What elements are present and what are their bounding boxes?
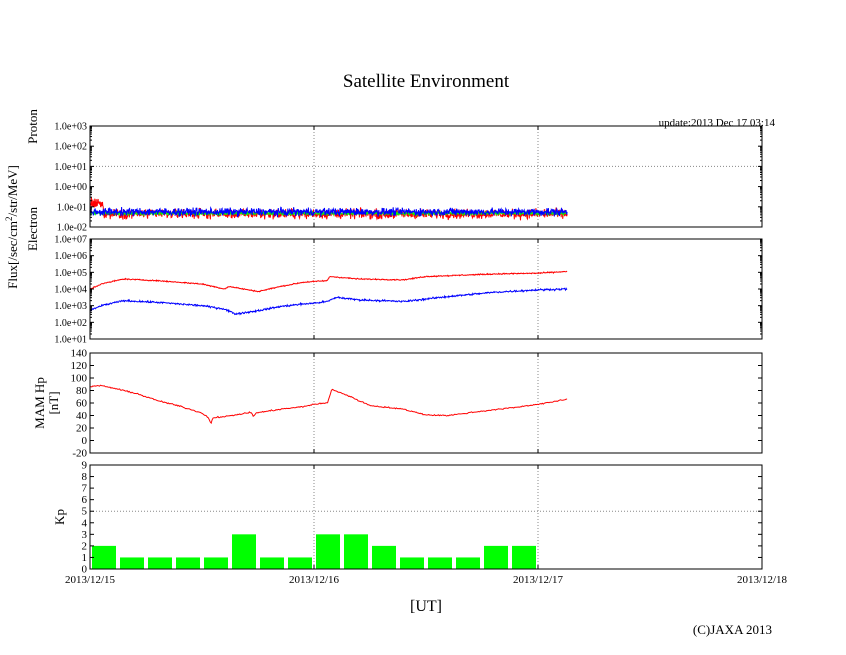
panel-electron: 1.0e+07 1.0e+06 1.0e+05 1.0e+04 1.0e+03 1.0e+…: [25, 206, 763, 346]
kp-bar-0: [92, 545, 116, 569]
y-tick-label: -20: [72, 448, 87, 460]
kp-bar-10: [372, 545, 396, 569]
kp-bar-13: [456, 557, 480, 569]
y-tick-label: 60: [76, 398, 88, 410]
panel-proton: 1.0e+03 1.0e+02 1.0e+01 1.0e+00 1.0e-01 1.0e-…: [25, 109, 763, 234]
y-tick-label: 0: [82, 564, 88, 576]
x-tick-label: 2013/12/18: [737, 574, 788, 586]
y-tick-label: 6: [82, 494, 88, 506]
y-tick-label: 120: [71, 360, 88, 372]
y-tick-label: 1: [82, 552, 88, 564]
y-tick-label: 1.0e-02: [57, 223, 87, 234]
kp-bar-7: [288, 557, 312, 569]
update-timestamp: update:2013 Dec 17 03:14: [659, 117, 776, 129]
panels-group: 1.0e+03 1.0e+02 1.0e+01 1.0e+00 1.0e-01 1.0e-…: [25, 109, 763, 576]
y-tick-label: 1.0e+02: [54, 318, 87, 329]
panel-frame: [89, 464, 763, 570]
y-tick-label: 140: [71, 348, 88, 360]
y-tick-label: 1.0e+02: [54, 142, 87, 153]
y-tick-label: 1.0e+07: [54, 235, 87, 246]
x-axis-label: [UT]: [410, 598, 442, 615]
y-tick-label: 1.0e+04: [54, 285, 87, 296]
kp-bar-6: [260, 557, 284, 569]
shared-flux-ylabel: Flux[/sec/cm2/str/MeV]: [4, 165, 20, 289]
kp-bar-4: [204, 557, 228, 569]
panel-frame: [89, 238, 763, 340]
kp-bar-15: [512, 545, 536, 569]
y-tick-label: 9: [82, 460, 88, 472]
series-mam-hp-red: [90, 384, 568, 425]
y-tick-label: 3: [82, 529, 88, 541]
y-tick-label: 80: [76, 385, 88, 397]
copyright-text: (C)JAXA 2013: [693, 622, 772, 637]
y-tick-label: 2: [82, 540, 88, 552]
panel-ylabel-unit: [nT]: [46, 391, 61, 414]
series-electron-red: [89, 270, 568, 293]
panel-ylabel: MAM Hp: [32, 377, 47, 429]
y-tick-label: 7: [82, 483, 88, 495]
time-axis: 2013/12/15 2013/12/16 2013/12/17 2013/12/18: [65, 574, 788, 586]
kp-bar-8: [316, 534, 340, 569]
y-tick-label: 1.0e+06: [54, 251, 87, 262]
kp-bar-3: [176, 557, 200, 569]
series-proton-blue: [89, 206, 568, 218]
panel-ylabel: Kp: [52, 509, 67, 525]
y-tick-label: 1.0e+03: [54, 301, 87, 312]
y-tick-label: 5: [82, 506, 88, 518]
kp-bar-5: [232, 534, 256, 569]
y-tick-label: 4: [82, 517, 88, 529]
y-tick-label: 40: [76, 410, 88, 422]
series-electron-blue: [89, 287, 568, 316]
kp-bar-14: [484, 545, 508, 569]
y-tick-label: 100: [71, 373, 88, 385]
chart-title: Satellite Environment: [343, 71, 510, 92]
panel-ylabel: Proton: [25, 109, 40, 144]
y-tick-label: 1.0e+05: [54, 268, 87, 279]
y-tick-label: 1.0e+01: [54, 162, 87, 173]
kp-bar-9: [344, 534, 368, 569]
y-tick-label: 1.0e+00: [54, 182, 87, 193]
panel-ylabel: Electron: [25, 206, 40, 251]
y-tick-label: 20: [76, 423, 88, 435]
y-tick-label: 1.0e-01: [57, 202, 87, 213]
kp-bar-2: [148, 557, 172, 569]
x-tick-label: 2013/12/17: [513, 574, 564, 586]
panel-frame: [89, 352, 763, 454]
y-tick-label: 1.0e+03: [54, 122, 87, 133]
x-tick-label: 2013/12/15: [65, 574, 116, 586]
kp-bar-11: [400, 557, 424, 569]
y-tick-label: 0: [82, 435, 88, 447]
x-tick-label: 2013/12/16: [289, 574, 340, 586]
y-tick-label: 1.0e+01: [54, 335, 87, 346]
y-tick-label: 8: [82, 471, 88, 483]
kp-bar-12: [428, 557, 452, 569]
kp-bar-1: [120, 557, 144, 569]
